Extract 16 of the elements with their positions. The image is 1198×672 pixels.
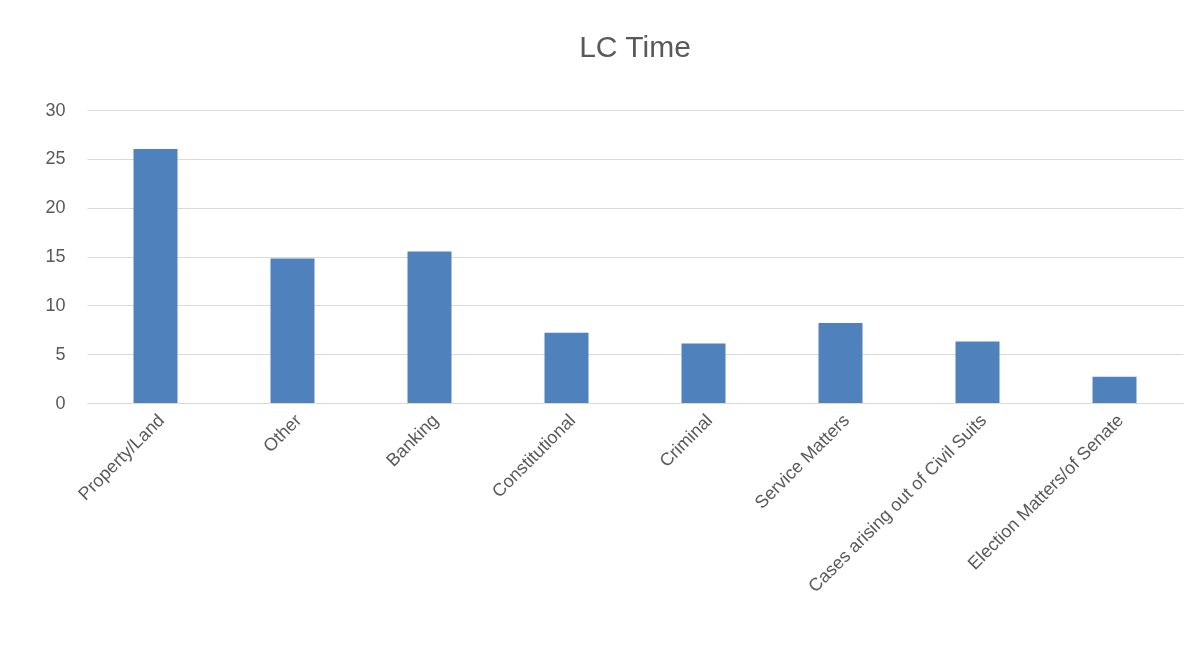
bar — [407, 251, 452, 403]
chart-title: LC Time — [579, 30, 691, 63]
bar — [133, 149, 178, 403]
bar — [544, 332, 589, 403]
bar — [681, 343, 726, 403]
y-tick-label: 0 — [55, 392, 66, 413]
y-tick-label: 25 — [45, 148, 66, 169]
bar — [955, 341, 1000, 403]
y-tick-label: 5 — [55, 343, 66, 364]
bar — [270, 258, 315, 403]
y-tick-label: 20 — [45, 197, 66, 218]
bar — [818, 322, 863, 403]
y-tick-label: 15 — [45, 246, 66, 266]
bar — [1092, 376, 1137, 403]
y-tick-label: 30 — [45, 99, 66, 120]
y-tick-label: 10 — [45, 294, 66, 315]
